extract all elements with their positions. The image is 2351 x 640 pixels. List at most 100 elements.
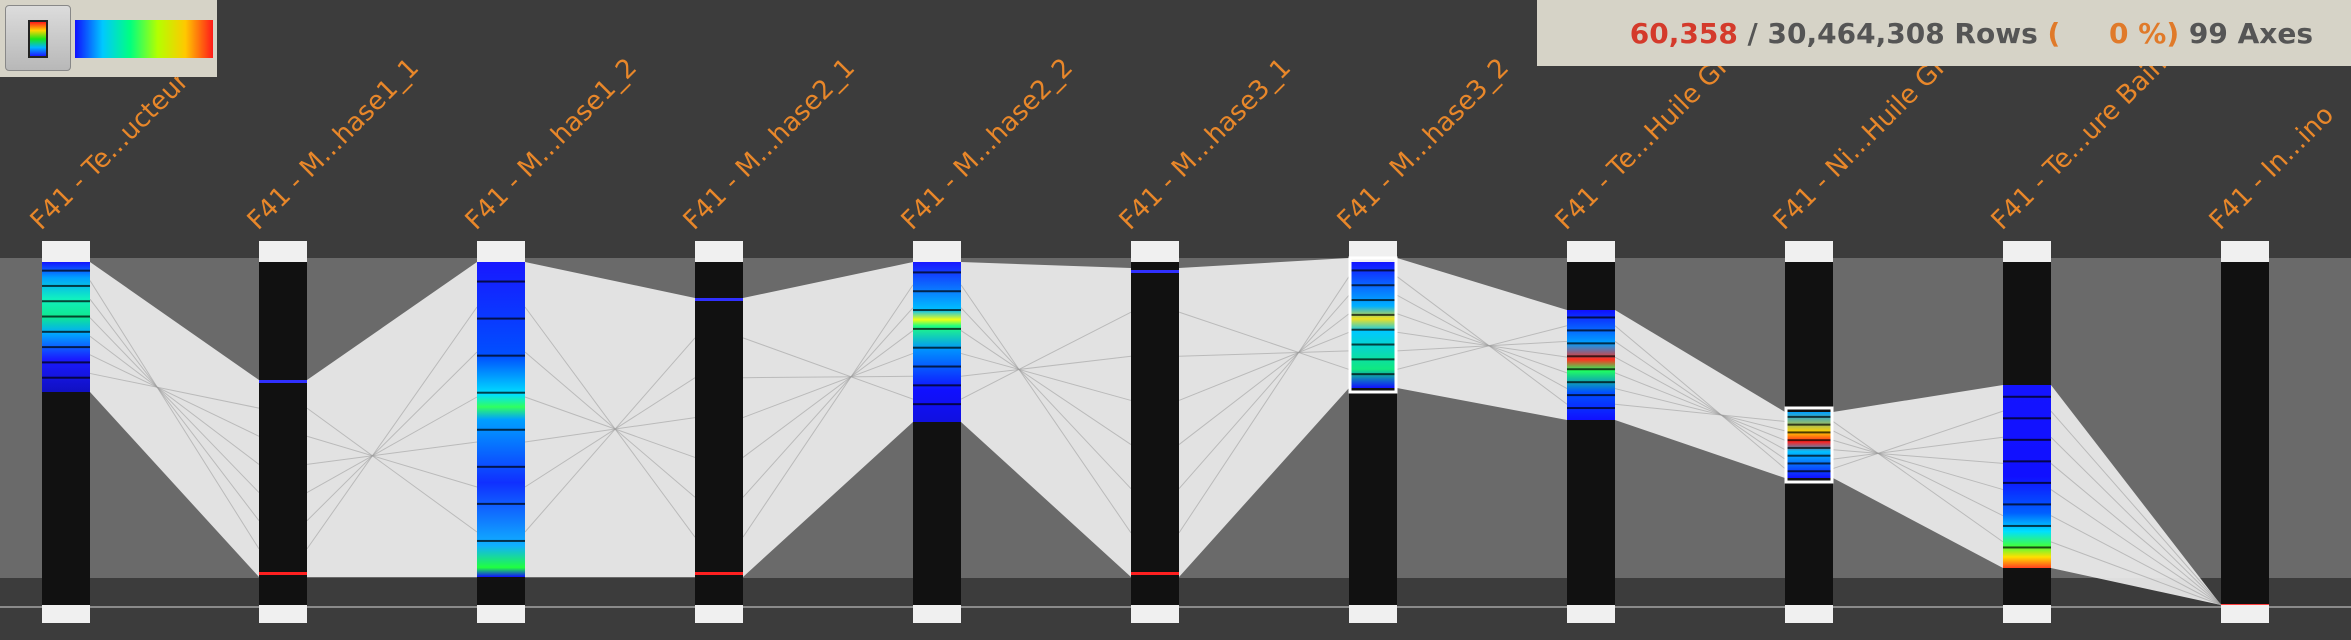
axis-top-handle[interactable] [1785,241,1833,262]
density-stripe [913,365,961,368]
density-stripe [1349,299,1397,302]
axis-bottom-handle[interactable] [1567,605,1615,623]
colormap-gradient-bar[interactable] [75,20,213,58]
axis-bar[interactable] [2221,262,2269,605]
density-stripe [1567,381,1615,384]
axis-top-handle[interactable] [1567,241,1615,262]
data-line [1178,311,1350,370]
data-line [524,396,696,458]
axis-density-map [477,262,525,577]
data-line [2050,410,2222,606]
density-stripe [913,271,961,274]
density-stripe [2003,481,2051,484]
line-bundle [1833,385,2003,568]
data-line [742,352,914,419]
axis[interactable] [2003,241,2051,623]
density-stripe [913,327,961,330]
data-line [742,330,914,458]
axis[interactable] [42,241,90,623]
data-line [1832,449,2004,464]
axis-bottom-handle[interactable] [259,605,307,623]
axis-top-handle[interactable] [42,241,90,262]
density-stripe [913,309,961,312]
axis-value-marker [695,298,743,301]
density-stripe [1567,316,1615,319]
density-stripe [913,403,961,406]
axis-top-handle[interactable] [2003,241,2051,262]
axis-bar[interactable] [695,262,743,605]
axis-top-handle[interactable] [2221,241,2269,262]
selected-percent: 0 %) [2060,16,2180,50]
axis-range-selection[interactable] [1348,256,1398,394]
data-line [1178,313,1350,445]
axis[interactable] [259,241,307,623]
selected-rows-count: 60,358 [1629,16,1738,50]
colormap-icon [28,20,48,58]
axis-range-selection[interactable] [1784,406,1834,484]
axis[interactable] [913,241,961,623]
axis-value-marker [259,572,307,575]
density-stripe [1785,446,1833,449]
density-stripe [42,330,90,333]
axis-bar[interactable] [259,262,307,605]
density-stripe [1567,355,1615,358]
data-line [1396,325,1568,370]
data-line [1396,313,1568,374]
data-line [306,396,478,494]
axis-top-handle[interactable] [259,241,307,262]
axis-top-handle[interactable] [477,241,525,262]
axis[interactable] [477,241,525,623]
data-line [89,280,260,550]
data-line [306,441,478,465]
line-bundle [2051,385,2221,605]
density-stripe [42,376,90,379]
axis-bar[interactable] [1131,262,1179,605]
data-line [306,306,478,550]
data-line [1614,325,1786,469]
axis-bottom-handle[interactable] [2003,605,2051,623]
colormap-button[interactable] [5,5,71,71]
axis-bottom-handle[interactable] [477,605,525,623]
axis[interactable] [1348,241,1398,623]
axis-value-marker [1131,270,1179,273]
axis[interactable] [1567,241,1615,623]
axis-bottom-handle[interactable] [42,605,90,623]
data-line [306,435,478,488]
data-line [89,298,260,522]
axis[interactable] [695,241,743,623]
axis-top-handle[interactable] [695,241,743,262]
density-stripe [1567,394,1615,397]
data-line [1178,294,1350,490]
line-bundle [307,262,477,577]
axis-bottom-handle[interactable] [1785,605,1833,623]
axis[interactable] [1784,241,1834,623]
data-line [89,317,260,493]
density-stripe [477,428,525,431]
density-stripe [477,539,525,542]
data-line [1614,372,1786,441]
density-stripe [1349,328,1397,331]
axis-bottom-handle[interactable] [1131,605,1179,623]
axis[interactable] [2221,241,2269,623]
data-line [1832,430,2004,517]
line-bundle [961,262,1131,577]
axis-bottom-handle[interactable] [2221,605,2269,623]
axis-density-map [1567,310,1615,420]
axis-bottom-handle[interactable] [1349,605,1397,623]
line-bundle [1179,258,1349,577]
density-stripe [2003,524,2051,527]
data-line [524,417,696,443]
data-line [1614,356,1786,451]
axis-top-handle[interactable] [1131,241,1179,262]
density-stripe [477,280,525,283]
axis-bottom-handle[interactable] [913,605,961,623]
axis-bottom-handle[interactable] [695,605,743,623]
axis-density-map [1785,412,1833,478]
density-stripe [1349,313,1397,316]
axis-value-marker [1131,572,1179,575]
axis[interactable] [1131,241,1179,623]
axis-top-handle[interactable] [913,241,961,262]
data-line [2050,515,2222,606]
data-line [1396,340,1568,352]
